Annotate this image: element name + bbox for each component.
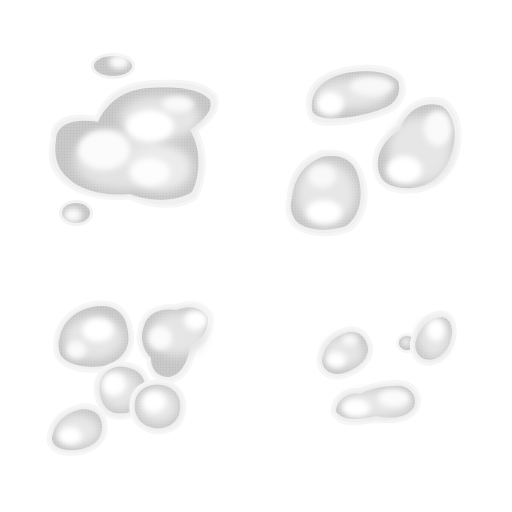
smoke-body xyxy=(48,79,219,208)
smoke-puff xyxy=(129,379,187,435)
smoke-puff xyxy=(330,380,421,426)
smoke-puffs-small xyxy=(316,310,457,426)
smoke-puff xyxy=(305,64,406,126)
smoke-puff xyxy=(136,301,214,384)
smoke-puffs-cluster xyxy=(46,300,214,456)
smoke-cloud-split xyxy=(285,64,462,237)
smoke-puff xyxy=(372,96,462,194)
smoke-puff xyxy=(409,310,457,366)
smoke-puff xyxy=(91,53,135,79)
smoke-cloud-large xyxy=(48,53,219,226)
smoke-puff xyxy=(316,326,374,380)
smoke-puff xyxy=(53,300,135,373)
smoke-puff xyxy=(59,200,93,226)
smoke-puff xyxy=(46,403,108,456)
smoke-puff xyxy=(285,149,368,237)
